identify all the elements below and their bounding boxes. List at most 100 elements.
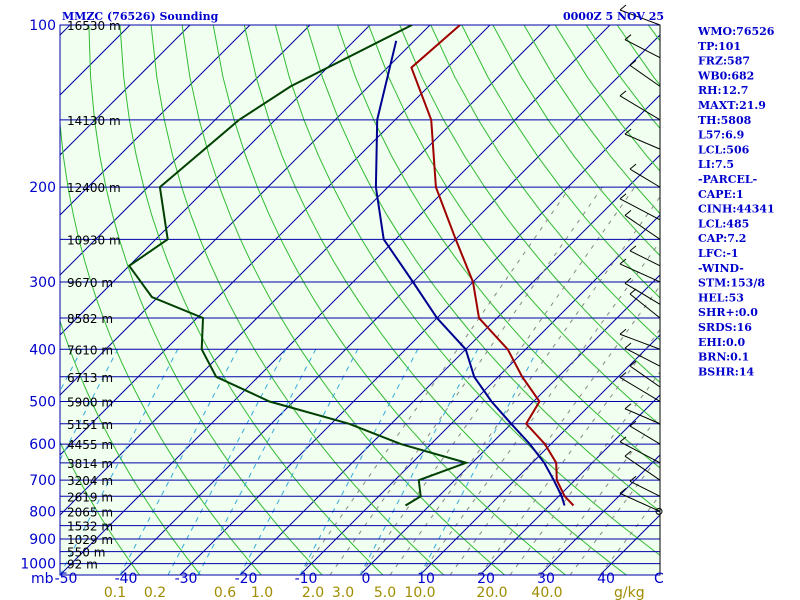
wind-barb — [629, 59, 661, 87]
pressure-tick-label: 900 — [29, 532, 56, 548]
isotherm-line — [419, 334, 660, 575]
barb-staff — [624, 455, 661, 481]
pressure-tick-label: 800 — [29, 504, 56, 520]
barb-staff — [629, 425, 661, 445]
isotherm-line — [60, 25, 191, 156]
calm-circle — [655, 507, 663, 515]
dry-adiabat — [60, 117, 262, 575]
isotherm-line — [179, 94, 660, 575]
station-title: MMZC (76526) Sounding — [62, 10, 219, 23]
wind-barb — [624, 209, 661, 240]
moist-adiabat — [329, 186, 603, 575]
barb-flag — [624, 450, 632, 457]
dry-adiabat — [368, 25, 660, 426]
height-label: 4455 m — [67, 438, 113, 452]
dry-adiabat — [60, 319, 201, 575]
barb-flag — [629, 288, 637, 295]
barb-flag — [619, 90, 627, 97]
skewed-isotherms — [60, 25, 660, 575]
isotherm-line — [60, 25, 431, 396]
isotherm-line — [479, 394, 660, 575]
wind-barb — [629, 360, 661, 388]
wind-barb — [619, 372, 661, 402]
mixing-ratio-line — [197, 349, 317, 575]
barb-flag — [629, 59, 637, 66]
barb-staff — [624, 347, 661, 367]
index-item: MAXT:21.9 — [698, 99, 766, 112]
pressure-tick-label: 500 — [29, 394, 56, 410]
index-item: SHR+:0.0 — [698, 306, 758, 319]
dry-adiabat — [430, 25, 660, 341]
barb-flag — [619, 4, 627, 11]
barb-staff — [619, 9, 661, 26]
wind-barb — [624, 403, 661, 425]
temp-tick-label: 40 — [597, 571, 615, 587]
barb-staff — [624, 133, 661, 150]
mixing-ratio-tick-label: 5.0 — [374, 585, 396, 600]
moist-adiabat — [299, 186, 571, 575]
index-item: STM:153/8 — [698, 277, 765, 290]
barb-staff — [619, 333, 661, 350]
barb-flag — [619, 258, 627, 265]
pressure-tick-label: 100 — [29, 18, 56, 34]
height-label: 6713 m — [67, 371, 113, 385]
height-label: 1029 m — [67, 533, 113, 547]
mixing-ratio-line — [60, 349, 83, 393]
temp-tick-label: 0 — [362, 571, 371, 587]
barb-flag — [624, 403, 632, 410]
pressure-tick-label: 200 — [29, 180, 56, 196]
pressure-tick-label: 400 — [29, 342, 56, 358]
moist-adiabat — [599, 493, 660, 575]
index-item: HEL:53 — [698, 291, 744, 304]
parcel-line — [374, 40, 566, 506]
temp-tick-label: -20 — [235, 571, 258, 587]
moist-adiabat — [509, 371, 660, 575]
wind-barb — [619, 436, 661, 464]
index-item: BRN:0.1 — [698, 351, 749, 364]
wind-barb — [629, 288, 661, 319]
barb-staff — [629, 168, 661, 188]
height-label: 2619 m — [67, 490, 113, 504]
index-item: -PARCEL- — [698, 173, 757, 186]
mixing-ratio-tick-label: 10.0 — [404, 585, 435, 600]
index-item: FRZ:587 — [698, 55, 750, 68]
height-label: 2065 m — [67, 505, 113, 519]
barb-flag — [619, 328, 627, 335]
wind-barbs — [619, 4, 663, 575]
isotherm-line — [119, 34, 660, 575]
index-item: RH:12.7 — [698, 84, 748, 97]
barb-staff — [619, 492, 661, 512]
index-item: SRDS:16 — [698, 321, 752, 334]
index-item: LI:7.5 — [698, 158, 734, 171]
barb-flag — [624, 128, 632, 135]
dry-adiabat — [306, 25, 660, 512]
height-label: 550 m — [67, 546, 105, 560]
mixing-ratio-tick-label: 1.0 — [251, 585, 273, 600]
temp-tick-label: 30 — [537, 571, 555, 587]
wind-barb — [619, 90, 661, 121]
temp-tick-label: 10 — [417, 571, 435, 587]
mixing-ratio-tick-label: 40.0 — [531, 585, 562, 600]
barb-flag — [624, 34, 632, 41]
index-item: BSHR:14 — [698, 365, 754, 378]
axis-labels: 16530 m 14130 m 12400 m 10930 m 9670 m 8582 m… — [20, 18, 615, 600]
mixing-ratio-line — [239, 349, 359, 575]
index-item: WMO:76526 — [697, 25, 775, 38]
index-item: TP:101 — [698, 40, 741, 53]
mixing-ratio-line — [60, 349, 119, 462]
index-item: EHI:0.0 — [698, 336, 745, 349]
barb-flag — [619, 488, 627, 494]
temp-tick-label: -30 — [175, 571, 198, 587]
mixing-ratio-tick-label: 0.1 — [104, 585, 126, 600]
temp-tick-label: -10 — [295, 571, 318, 587]
mixing-ratio-line — [60, 349, 179, 575]
wind-barb — [619, 488, 661, 512]
dry-adiabat — [492, 25, 660, 257]
barb-flag — [629, 360, 637, 367]
index-item: CAPE:1 — [698, 188, 744, 201]
height-label: 14130 m — [67, 114, 121, 128]
wind-barb — [629, 475, 661, 497]
index-item: -WIND- — [698, 262, 744, 275]
barb-flag — [619, 372, 627, 378]
dry-adiabat — [461, 25, 660, 299]
